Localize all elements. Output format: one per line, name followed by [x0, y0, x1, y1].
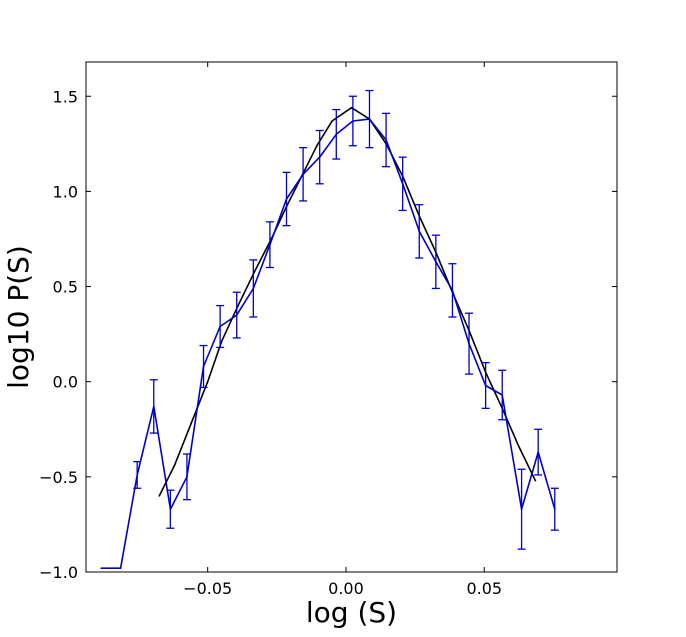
data-point: [190, 422, 192, 425]
series-layer: [100, 89, 559, 570]
data-point: [220, 340, 223, 343]
data-point: [385, 139, 387, 141]
data-point: [152, 405, 155, 408]
x-axis-label: log (S): [306, 596, 397, 629]
x-tick-label: 0.00: [328, 579, 364, 598]
data-point: [219, 325, 221, 328]
data-point: [253, 270, 256, 273]
series-line: [101, 118, 556, 570]
data-point: [368, 118, 371, 120]
series-line: [158, 106, 537, 497]
data-point: [169, 508, 172, 511]
data-point: [316, 144, 318, 147]
data-point: [285, 198, 288, 200]
data-point: [269, 243, 271, 246]
data-point: [501, 394, 504, 396]
data-point: [401, 182, 404, 185]
data-point: [158, 495, 161, 497]
y-tick-label: 1.5: [53, 87, 78, 106]
ticks-layer: −0.05 0.00 0.05 −1.0 −0.5 0.0 0.5 1.0 1.5: [39, 62, 617, 598]
data-point: [553, 508, 556, 511]
series-1: [100, 89, 559, 570]
y-tick-label: 1.0: [53, 182, 78, 201]
data-point: [252, 287, 255, 290]
data-point: [518, 445, 520, 448]
data-point: [318, 156, 321, 158]
data-point: [119, 567, 122, 569]
data-point: [350, 106, 353, 109]
data-point: [418, 230, 421, 233]
data-point: [451, 289, 454, 292]
data-point: [484, 384, 487, 387]
y-axis-label: log10 P(S): [2, 245, 35, 389]
data-point: [302, 173, 304, 176]
data-point: [173, 464, 176, 467]
data-point: [202, 365, 205, 368]
data-point: [206, 380, 209, 383]
data-point: [352, 120, 354, 122]
data-point: [537, 451, 539, 453]
plot-frame: [85, 61, 618, 573]
data-point: [100, 567, 103, 569]
data-point: [136, 474, 138, 476]
x-tick-label: 0.05: [466, 579, 502, 598]
x-tick-label: −0.05: [183, 579, 232, 598]
data-point: [186, 476, 188, 478]
data-point: [237, 304, 239, 307]
y-tick-label: −0.5: [39, 468, 78, 487]
data-point: [435, 261, 437, 263]
y-tick-label: −1.0: [39, 563, 78, 582]
data-point: [520, 508, 523, 511]
data-point: [331, 120, 333, 122]
y-tick-label: 0.5: [53, 278, 78, 297]
data-point: [534, 479, 537, 482]
data-point: [235, 314, 238, 316]
data-point: [335, 133, 338, 136]
data-point: [468, 342, 470, 345]
y-tick-label: 0.0: [53, 373, 78, 392]
